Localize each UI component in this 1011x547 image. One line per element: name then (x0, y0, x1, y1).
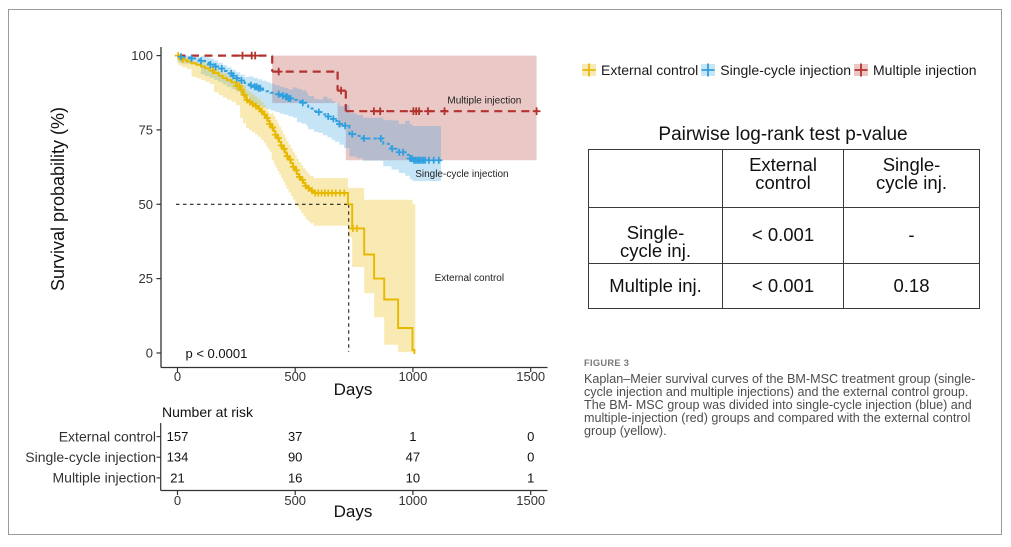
svg-text:134: 134 (167, 450, 189, 465)
svg-text:1: 1 (409, 429, 416, 444)
svg-text:0: 0 (527, 429, 534, 444)
svg-text:Single-cycle injection: Single-cycle injection (25, 449, 156, 465)
svg-text:25: 25 (139, 271, 153, 286)
svg-text:Days: Days (334, 380, 373, 399)
svg-text:External control: External control (435, 273, 504, 284)
svg-text:1: 1 (527, 470, 534, 485)
svg-text:Survival probability (%): Survival probability (%) (48, 107, 68, 291)
svg-text:Number at risk: Number at risk (162, 404, 254, 420)
svg-text:90: 90 (288, 450, 302, 465)
svg-text:47: 47 (406, 450, 420, 465)
svg-text:Multiple injection: Multiple injection (447, 96, 521, 107)
svg-text:500: 500 (284, 493, 306, 508)
svg-text:0: 0 (527, 450, 534, 465)
svg-text:Days: Days (334, 502, 373, 521)
svg-text:Single-cycle injection: Single-cycle injection (415, 169, 508, 180)
svg-text:0: 0 (174, 493, 181, 508)
svg-text:p < 0.0001: p < 0.0001 (186, 346, 248, 361)
svg-text:75: 75 (139, 122, 153, 137)
svg-text:Multiple injection: Multiple injection (53, 470, 157, 486)
svg-text:37: 37 (288, 429, 302, 444)
svg-text:0: 0 (174, 369, 181, 384)
svg-text:157: 157 (167, 429, 189, 444)
svg-text:1000: 1000 (398, 493, 427, 508)
svg-text:External control: External control (59, 428, 156, 444)
svg-text:10: 10 (406, 470, 420, 485)
svg-text:16: 16 (288, 470, 302, 485)
svg-text:21: 21 (170, 470, 184, 485)
svg-text:1500: 1500 (516, 369, 545, 384)
svg-text:0: 0 (146, 346, 153, 361)
svg-text:1500: 1500 (516, 493, 545, 508)
svg-text:50: 50 (139, 197, 153, 212)
svg-text:1000: 1000 (398, 369, 427, 384)
svg-text:500: 500 (284, 369, 306, 384)
svg-text:100: 100 (131, 48, 153, 63)
